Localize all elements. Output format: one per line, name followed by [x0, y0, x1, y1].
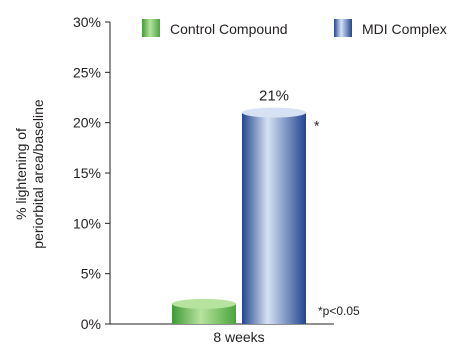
y-axis-ticks: 0% 5% 10% 15% 20% 25% 30% — [73, 14, 110, 332]
y-axis-title: % lightening of periorbital area/baselin… — [13, 99, 46, 249]
bar-mdi-complex-top — [242, 108, 306, 118]
y-tick-label: 15% — [73, 165, 101, 181]
legend-label-control: Control Compound — [170, 21, 288, 37]
y-axis-title-line-1: % lightening of — [13, 128, 29, 220]
significance-footnote: *p<0.05 — [318, 304, 360, 318]
bars: 21% * — [172, 88, 320, 324]
legend-label-mdi: MDI Complex — [362, 21, 447, 37]
y-axis-title-line-2: periorbital area/baseline — [30, 99, 46, 249]
bar-mdi-complex — [242, 113, 306, 324]
legend-swatch-mdi — [334, 19, 352, 37]
significance-marker: * — [314, 118, 320, 134]
legend: Control Compound MDI Complex — [142, 19, 447, 37]
legend-swatch-control — [142, 19, 160, 37]
y-tick-label: 0% — [81, 316, 101, 332]
data-label-mdi: 21% — [259, 88, 289, 105]
y-tick-label: 25% — [73, 64, 101, 80]
x-tick-label: 8 weeks — [213, 329, 264, 345]
y-tick-label: 30% — [73, 14, 101, 30]
bar-control-compound-top — [172, 299, 236, 309]
y-tick-label: 20% — [73, 115, 101, 131]
y-tick-label: 5% — [81, 266, 101, 282]
y-tick-label: 10% — [73, 215, 101, 231]
